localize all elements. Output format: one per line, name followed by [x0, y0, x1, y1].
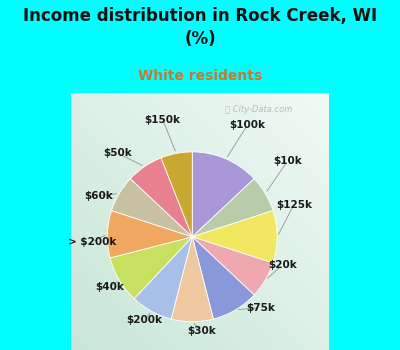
Wedge shape — [130, 158, 192, 237]
Text: ⓘ City-Data.com: ⓘ City-Data.com — [226, 105, 293, 114]
Text: $200k: $200k — [127, 315, 163, 326]
Wedge shape — [192, 179, 273, 237]
Text: $40k: $40k — [96, 282, 124, 292]
Wedge shape — [192, 211, 277, 263]
Wedge shape — [192, 237, 254, 319]
Text: $10k: $10k — [273, 156, 302, 166]
Wedge shape — [134, 237, 192, 319]
Wedge shape — [161, 152, 192, 237]
Text: $75k: $75k — [246, 302, 275, 313]
Text: $50k: $50k — [103, 148, 132, 158]
Text: Income distribution in Rock Creek, WI
(%): Income distribution in Rock Creek, WI (%… — [23, 7, 377, 48]
Wedge shape — [112, 179, 192, 237]
Text: $100k: $100k — [230, 120, 266, 130]
Wedge shape — [171, 237, 213, 322]
Text: $20k: $20k — [268, 260, 297, 270]
Wedge shape — [110, 237, 192, 299]
Wedge shape — [192, 237, 273, 295]
Wedge shape — [192, 152, 254, 237]
Text: > $200k: > $200k — [68, 237, 116, 247]
Text: $125k: $125k — [276, 199, 312, 210]
Text: $150k: $150k — [145, 115, 181, 125]
Text: $30k: $30k — [187, 326, 216, 336]
Text: White residents: White residents — [138, 69, 262, 83]
Wedge shape — [107, 211, 192, 258]
Text: $60k: $60k — [84, 191, 113, 201]
